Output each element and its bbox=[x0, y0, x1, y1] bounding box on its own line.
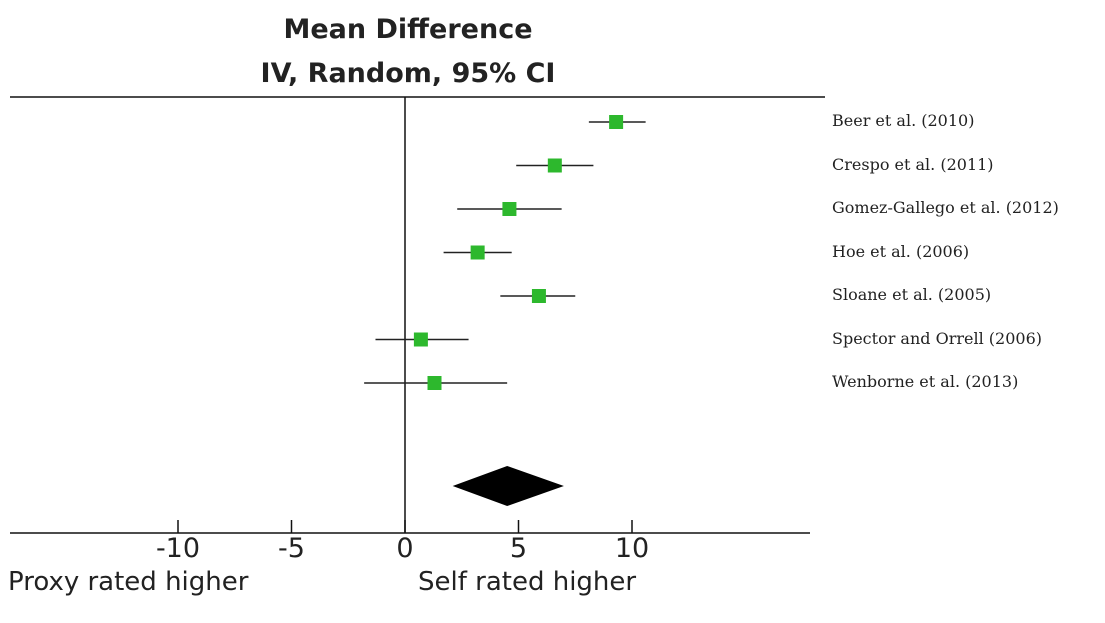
pooled-diamond bbox=[452, 466, 564, 506]
study-label: Spector and Orrell (2006) bbox=[832, 328, 1043, 348]
effect-marker bbox=[531, 289, 546, 303]
proxy-rated-higher-label: Proxy rated higher bbox=[8, 567, 249, 597]
x-tick-label: 0 bbox=[396, 533, 414, 564]
study-label: Hoe et al. (2006) bbox=[832, 241, 970, 261]
x-tick-label: 10 bbox=[614, 533, 650, 564]
effect-marker bbox=[470, 245, 485, 260]
study-label: Crespo et al. (2011) bbox=[832, 154, 994, 174]
study-label: Gomez-Gallego et al. (2012) bbox=[832, 198, 1059, 217]
chart-subtitle: IV, Random, 95% CI bbox=[260, 58, 556, 89]
effect-marker bbox=[547, 158, 562, 173]
x-tick-label: 5 bbox=[509, 533, 528, 564]
effect-marker bbox=[427, 376, 442, 390]
study-label: Sloane et al. (2005) bbox=[832, 285, 992, 304]
self-rated-higher-label: Self rated higher bbox=[418, 567, 637, 597]
study-label: Beer et al. (2010) bbox=[832, 111, 975, 130]
chart-title: Mean Difference bbox=[283, 14, 533, 45]
study-label: Wenborne et al. (2013) bbox=[832, 372, 1019, 391]
x-tick-label: -5 bbox=[278, 533, 305, 564]
x-tick-label: -10 bbox=[155, 533, 201, 564]
effect-marker bbox=[413, 332, 428, 347]
effect-marker bbox=[609, 115, 624, 129]
effect-marker bbox=[502, 202, 517, 216]
